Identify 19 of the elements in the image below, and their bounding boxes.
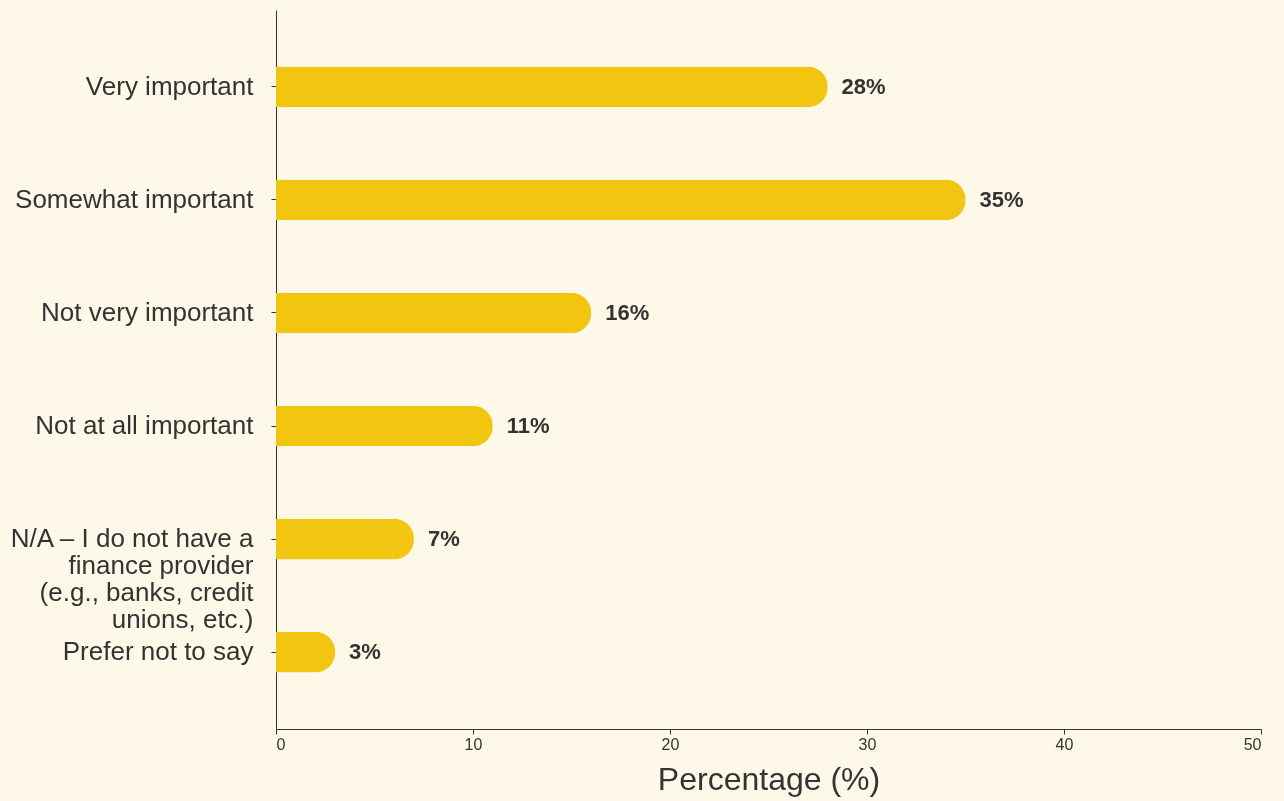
x-tick-label: 30 <box>858 735 877 753</box>
x-axis-title: Percentage (%) <box>657 760 881 797</box>
x-tick-label: 0 <box>276 735 286 753</box>
data-label: 16% <box>605 299 650 325</box>
y-tick-label: Prefer not to say <box>62 636 254 667</box>
data-label: 3% <box>349 639 381 665</box>
y-tick-label: Not at all important <box>35 410 255 441</box>
data-label: 28% <box>841 73 886 99</box>
x-tick-label: 40 <box>1055 735 1074 753</box>
y-tick-label: Not very important <box>41 296 255 327</box>
y-tick-label: N/A – I do not have a finance provider (e.g., banks, credit unions, etc.) <box>10 523 255 635</box>
y-tick-label: Somewhat important <box>15 183 255 214</box>
data-label: 35% <box>979 186 1024 212</box>
x-tick-label: 10 <box>464 735 483 753</box>
x-tick-label: 20 <box>661 735 680 753</box>
data-label: 11% <box>506 413 550 439</box>
data-label: 7% <box>427 526 460 552</box>
y-tick-label: Very important <box>85 70 255 101</box>
x-tick-label: 50 <box>1243 735 1262 753</box>
